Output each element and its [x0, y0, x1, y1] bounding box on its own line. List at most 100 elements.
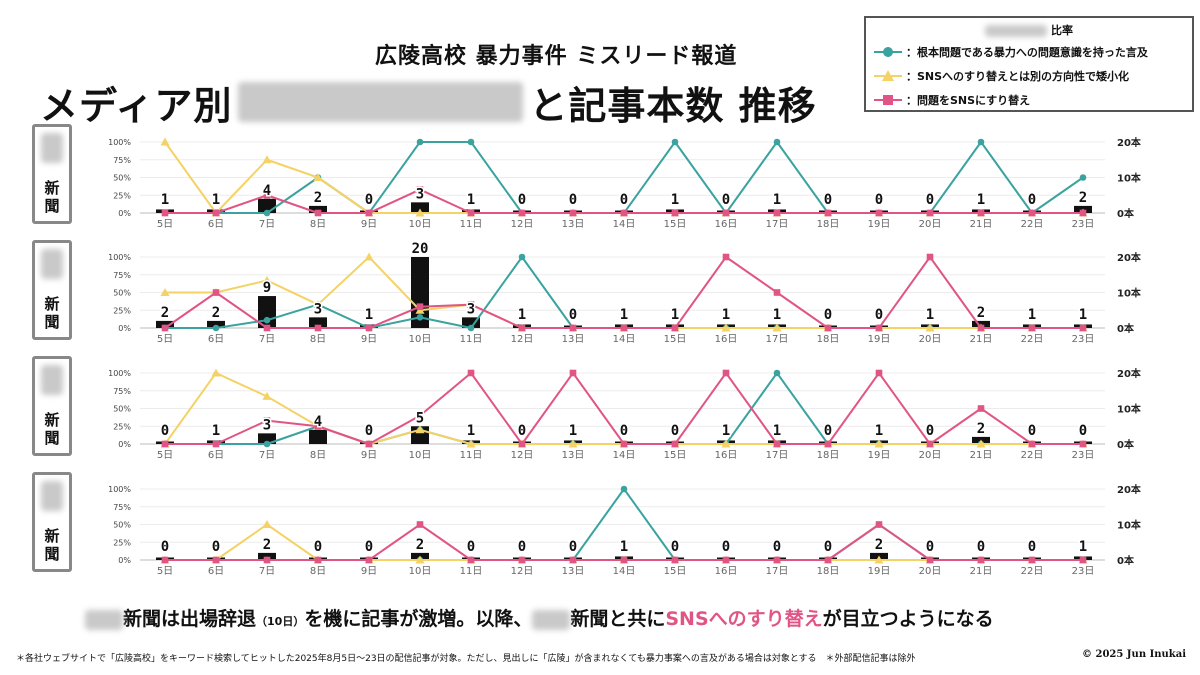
- series-point: [977, 138, 985, 146]
- legend-item-square: ：問題をSNSにすり替え: [874, 92, 1030, 108]
- series-point: [875, 369, 883, 377]
- legend-item-label: ：SNSへのすり替えとは別の方向性で矮小化: [906, 70, 1130, 83]
- bar: [462, 317, 480, 328]
- series-point: [161, 556, 169, 564]
- panel-label-1: 新聞: [32, 124, 72, 224]
- x-tick-label: 15日: [664, 450, 687, 461]
- bar-value-label: 0: [1028, 192, 1036, 208]
- x-tick-label: 8日: [310, 219, 326, 230]
- series-point: [977, 324, 985, 332]
- series-point: [569, 369, 577, 377]
- x-tick-label: 7日: [259, 566, 275, 577]
- legend-triangle-marker: [874, 70, 902, 81]
- bar: [309, 317, 327, 328]
- series-point: [773, 138, 781, 146]
- x-tick-label: 10日: [409, 219, 432, 230]
- legend-item-circle: ：根本問題である暴力への問題意識を持った言及: [874, 44, 1148, 60]
- x-tick-label: 18日: [817, 334, 840, 345]
- x-tick-label: 19日: [868, 450, 891, 461]
- bar-value-label: 4: [314, 414, 322, 430]
- x-tick-label: 5日: [157, 450, 173, 461]
- bar-value-label: 0: [518, 192, 526, 208]
- bar-value-label: 0: [875, 307, 883, 323]
- x-tick-label: 9日: [361, 566, 377, 577]
- series-point: [773, 440, 781, 448]
- x-tick-label: 11日: [460, 334, 483, 345]
- left-tick-label: 50%: [113, 521, 131, 530]
- series-point: [1028, 440, 1036, 448]
- left-tick-label: 50%: [113, 174, 131, 183]
- blurred-name: [41, 133, 63, 163]
- bar-value-label: 0: [824, 423, 832, 439]
- series-point: [722, 253, 730, 261]
- panel-label-text: 新聞: [44, 527, 60, 563]
- bar-value-label: 4: [263, 183, 271, 199]
- x-tick-label: 18日: [817, 450, 840, 461]
- x-tick-label: 17日: [766, 566, 789, 577]
- x-tick-label: 14日: [613, 450, 636, 461]
- bar-value-label: 0: [518, 423, 526, 439]
- bar-value-label: 1: [875, 423, 883, 439]
- x-tick-label: 12日: [511, 334, 534, 345]
- x-tick-label: 21日: [970, 334, 993, 345]
- x-tick-label: 16日: [715, 219, 738, 230]
- right-tick-label: 0本: [1117, 322, 1135, 335]
- blurred-name: [85, 609, 123, 630]
- x-tick-label: 17日: [766, 334, 789, 345]
- x-tick-label: 20日: [919, 450, 942, 461]
- x-tick-label: 11日: [460, 566, 483, 577]
- x-tick-label: 19日: [868, 334, 891, 345]
- series-point: [263, 316, 271, 324]
- bar-value-label: 0: [569, 307, 577, 323]
- footnote-summary: 新聞は出場辞退（10日）を機に記事が激増。以降、 新聞と共にSNSへのすり替えが目…: [85, 604, 994, 631]
- right-tick-label: 10本: [1117, 403, 1142, 416]
- series-point: [671, 440, 679, 448]
- legend-square-marker: [874, 95, 902, 105]
- series-point: [518, 556, 526, 564]
- left-tick-label: 25%: [113, 538, 131, 547]
- series-point: [313, 300, 323, 309]
- series-point: [262, 520, 272, 528]
- bar-value-label: 3: [314, 301, 322, 317]
- series-point: [263, 191, 271, 199]
- x-tick-label: 14日: [613, 219, 636, 230]
- right-tick-label: 10本: [1117, 172, 1142, 185]
- series-point: [569, 556, 577, 564]
- series-point: [722, 556, 730, 564]
- x-tick-label: 23日: [1072, 566, 1095, 577]
- series-point: [416, 303, 424, 310]
- bar-value-label: 3: [467, 301, 475, 317]
- left-tick-label: 0%: [118, 556, 131, 565]
- x-tick-label: 12日: [511, 219, 534, 230]
- bar-value-label: 0: [671, 423, 679, 439]
- bar-value-label: 0: [926, 192, 934, 208]
- bar-value-label: 9: [263, 280, 271, 296]
- series-point: [926, 253, 934, 261]
- legend-item-label: ：問題をSNSにすり替え: [906, 94, 1031, 107]
- left-tick-label: 25%: [113, 191, 131, 200]
- series-point: [416, 186, 424, 193]
- series-point: [1079, 440, 1087, 448]
- bar-value-label: 1: [518, 307, 526, 323]
- x-tick-label: 22日: [1021, 566, 1044, 577]
- series-point: [212, 324, 220, 332]
- series-point: [263, 324, 271, 332]
- x-tick-label: 8日: [310, 450, 326, 461]
- series-point: [416, 138, 424, 146]
- series-point: [773, 289, 781, 296]
- bar-value-label: 1: [773, 307, 781, 323]
- series-point: [875, 209, 883, 217]
- series-point: [314, 556, 322, 564]
- x-tick-label: 21日: [970, 566, 993, 577]
- left-tick-label: 75%: [113, 387, 131, 396]
- bar: [258, 552, 276, 560]
- bar-value-label: 0: [671, 539, 679, 555]
- x-tick-label: 12日: [511, 566, 534, 577]
- legend-item-label: ：根本問題である暴力への問題意識を持った言及: [906, 46, 1148, 59]
- left-tick-label: 75%: [113, 156, 131, 165]
- x-tick-label: 15日: [664, 566, 687, 577]
- series-point: [466, 439, 476, 448]
- series-point: [671, 138, 679, 146]
- bar-value-label: 2: [263, 537, 271, 553]
- x-tick-label: 22日: [1021, 219, 1044, 230]
